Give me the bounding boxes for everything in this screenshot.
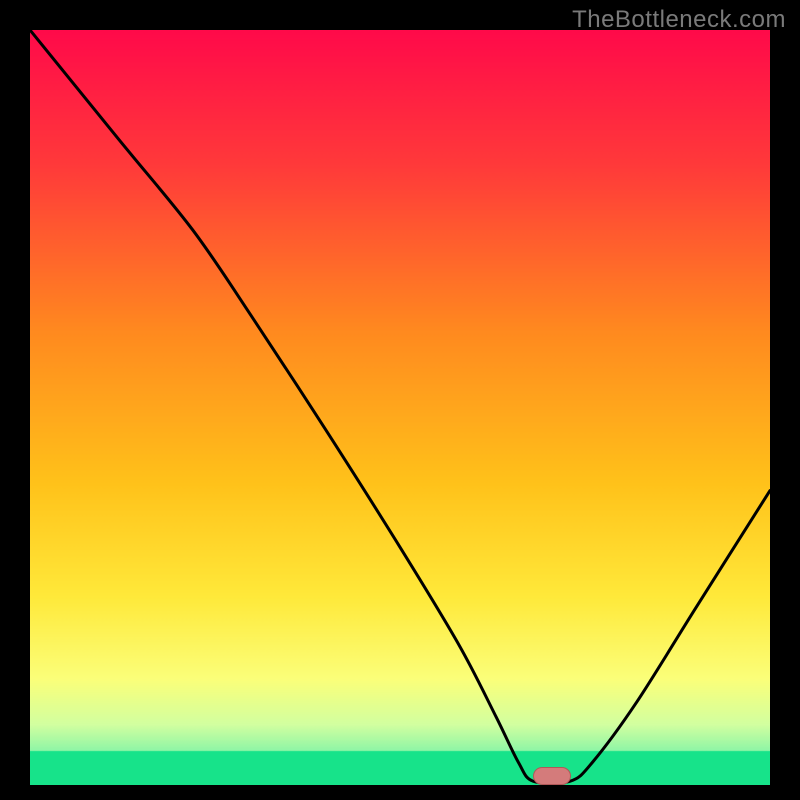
optimal-marker bbox=[533, 767, 571, 785]
chart-frame: TheBottleneck.com bbox=[0, 0, 800, 800]
gradient-background bbox=[30, 30, 770, 785]
plot-area bbox=[30, 30, 770, 785]
